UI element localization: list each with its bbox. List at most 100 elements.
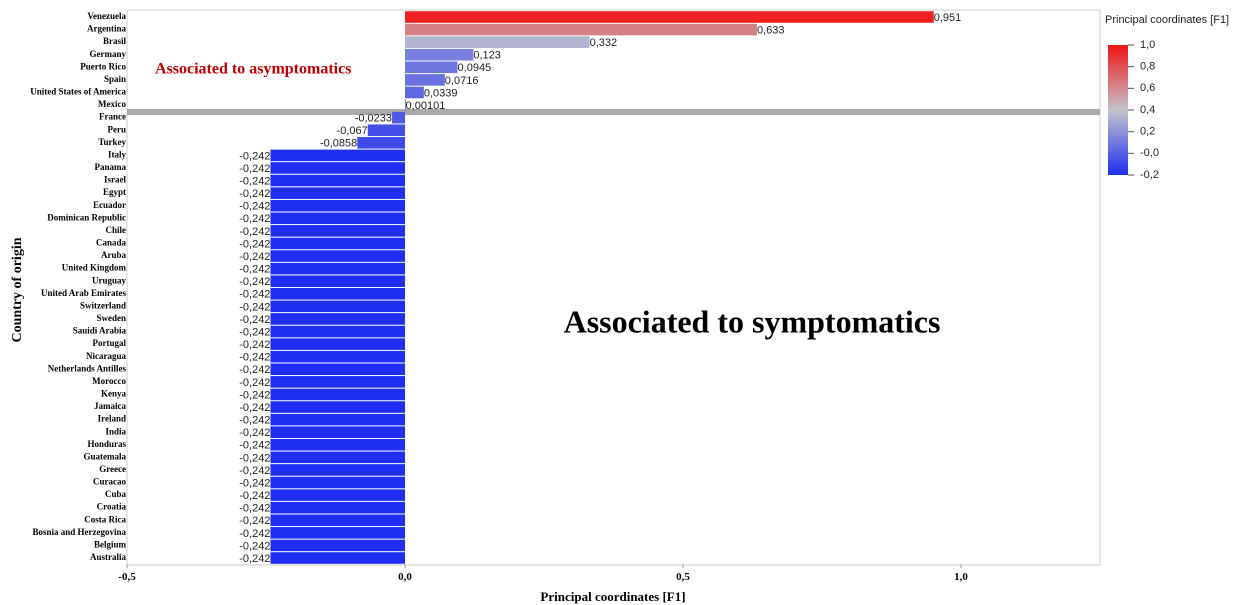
- colorbar-tick-label: -0,0: [1140, 147, 1159, 159]
- bar: [270, 225, 405, 237]
- bar: [392, 111, 405, 124]
- value-label: -0,242: [239, 201, 270, 213]
- bar: [270, 552, 405, 564]
- bar: [270, 199, 405, 212]
- value-label: -0,242: [239, 490, 270, 502]
- bar: [270, 539, 405, 552]
- bar: [405, 36, 590, 48]
- y-tick-label: Bosnia and Herzegovina: [32, 527, 126, 537]
- value-label: -0,242: [239, 503, 270, 515]
- y-tick-label: France: [99, 112, 126, 122]
- bar: [270, 363, 405, 376]
- y-tick-label: India: [105, 426, 126, 436]
- y-tick-label: Germany: [90, 49, 127, 59]
- x-tick-label: 1,0: [954, 571, 968, 583]
- value-label: -0,242: [239, 251, 270, 263]
- value-label: -0,242: [239, 163, 270, 175]
- y-tick-label: Peru: [108, 124, 127, 134]
- y-tick-label: Dominican Republic: [47, 212, 126, 222]
- bar: [270, 413, 405, 426]
- y-tick-label: United States of America: [30, 87, 126, 97]
- bar: [270, 288, 405, 300]
- y-tick-label: Ecuador: [93, 200, 126, 210]
- y-tick-label: Morocco: [92, 376, 126, 386]
- bar: [270, 250, 405, 262]
- y-tick-label: Cuba: [105, 489, 127, 499]
- value-label: -0,0858: [320, 138, 357, 150]
- colorbar: [1108, 45, 1128, 175]
- y-tick-label: Ireland: [98, 414, 126, 424]
- value-label: 0,0339: [424, 87, 458, 99]
- value-label: -0,242: [239, 402, 270, 414]
- value-label: 0,123: [473, 50, 501, 62]
- bar: [270, 338, 405, 350]
- y-axis-label: Country of origin: [10, 237, 25, 342]
- value-label: -0,0233: [355, 113, 392, 125]
- y-tick-label: Netherlands Antilles: [48, 363, 127, 373]
- y-tick-label: Nicaragua: [86, 351, 126, 361]
- y-tick-label: Spain: [104, 74, 126, 84]
- bar: [405, 86, 424, 99]
- y-tick-label: Portugal: [93, 338, 127, 348]
- bar: [270, 527, 405, 539]
- bar: [405, 61, 458, 74]
- value-label: -0,242: [239, 226, 270, 238]
- colorbar-tick-label: -0,2: [1140, 169, 1159, 181]
- value-label: -0,242: [239, 452, 270, 464]
- value-label: -0,242: [239, 339, 270, 351]
- value-label: 0,00101: [406, 100, 446, 112]
- annotation: Associated to asymptomatics: [155, 61, 351, 78]
- bar: [405, 23, 757, 36]
- value-label: -0,242: [239, 364, 270, 376]
- bar: [270, 262, 405, 275]
- value-label: 0,951: [934, 12, 962, 24]
- bar: [270, 275, 405, 287]
- bar: [270, 174, 405, 187]
- bar: [270, 162, 405, 174]
- value-label: 0,0945: [458, 62, 492, 74]
- bar: [270, 300, 405, 313]
- y-tick-label: Sauidi Arabia: [73, 326, 127, 336]
- bar: [270, 514, 405, 527]
- bar: [270, 464, 405, 476]
- colorbar-tick-label: 0,2: [1140, 126, 1155, 138]
- bar: [270, 237, 405, 250]
- x-tick-label: 0,0: [398, 571, 412, 583]
- y-tick-label: Brasil: [103, 36, 127, 46]
- y-tick-label: Aruba: [101, 250, 127, 260]
- value-label: -0,242: [239, 440, 270, 452]
- bar: [270, 438, 405, 451]
- y-tick-label: Guatemala: [84, 451, 127, 461]
- bar: [367, 124, 405, 137]
- plot-frame: [126, 9, 1101, 566]
- x-tick-label: -0,5: [118, 571, 136, 583]
- value-label: -0,242: [239, 377, 270, 389]
- y-tick-label: Costa Rica: [84, 514, 126, 524]
- x-tick-label: 0,5: [676, 571, 690, 583]
- y-tick-label: United Arab Emirates: [41, 288, 126, 298]
- bar: [270, 401, 405, 413]
- colorbar-tick-label: 1,0: [1140, 39, 1155, 51]
- x-axis-label: Principal coordinates [F1]: [540, 589, 685, 604]
- value-label: -0,242: [239, 314, 270, 326]
- value-label: -0,242: [239, 238, 270, 250]
- value-label: -0,242: [239, 175, 270, 187]
- colorbar-title: Principal coordinates [F1]: [1105, 14, 1229, 26]
- value-label: -0,242: [239, 150, 270, 162]
- y-tick-label: Argentina: [87, 24, 126, 34]
- y-tick-label: Canada: [96, 238, 127, 248]
- y-tick-label: Belgium: [94, 539, 127, 549]
- bar: [270, 489, 405, 501]
- y-tick-label: Greece: [99, 464, 126, 474]
- value-label: -0,242: [239, 213, 270, 225]
- y-tick-label: Honduras: [87, 439, 126, 449]
- colorbar-tick-label: 0,4: [1140, 104, 1155, 116]
- value-label: 0,0716: [445, 75, 479, 87]
- value-label: -0,242: [239, 465, 270, 477]
- bar: [270, 388, 405, 401]
- y-tick-label: Australia: [90, 552, 127, 562]
- bar: [270, 426, 405, 438]
- value-label: -0,242: [239, 477, 270, 489]
- value-label: -0,242: [239, 301, 270, 313]
- y-tick-label: United Kingdom: [62, 263, 127, 273]
